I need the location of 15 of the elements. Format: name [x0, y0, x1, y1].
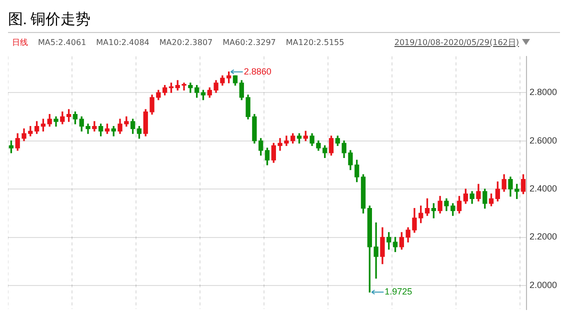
text: 日线 [12, 36, 28, 48]
text: MA5:2.4061 [38, 38, 86, 46]
text: MA120:2.5155 [286, 38, 344, 46]
text: MA20:2.3807 [159, 38, 213, 46]
y-tick-label: 2.8000 [529, 87, 558, 98]
text: 2019/10/08-2020/05/29(162日) [394, 36, 519, 48]
text: MA10:2.4084 [96, 38, 150, 46]
chart-title: 图. 铜价走势 [8, 10, 92, 30]
annotation: 2.8860 [244, 66, 272, 76]
y-tick-label: 2.6000 [529, 135, 558, 146]
y-tick-label: 2.4000 [529, 184, 558, 194]
text: MA60:2.3297 [222, 38, 276, 46]
y-tick-label: 2.0000 [529, 280, 558, 290]
y-tick-label: 2.2000 [529, 232, 558, 242]
annotation: 1.9725 [384, 286, 412, 297]
